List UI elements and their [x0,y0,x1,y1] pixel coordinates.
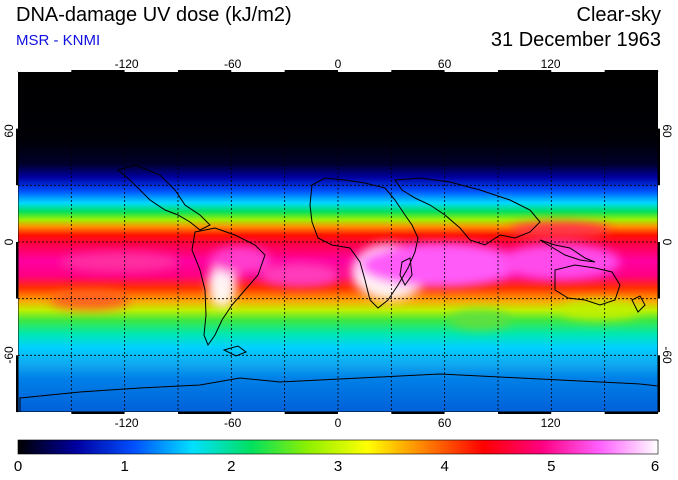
frame-tick [16,185,18,242]
lon-label: 60 [438,57,452,71]
lon-label: -60 [224,57,242,71]
frame-tick [284,412,338,414]
lon-label: 0 [335,57,342,71]
lat-label: 60 [2,124,16,138]
frame-tick [18,70,72,72]
frame-tick [551,70,605,72]
frame-tick [338,70,392,72]
frame-tick [658,242,660,299]
lon-label: 60 [438,416,452,430]
lon-label: 120 [541,57,561,71]
lat-labels-left: 60 0 -60 [2,124,16,364]
frame-tick [18,412,72,414]
colorbar-label: 5 [547,458,556,475]
frame-tick [658,72,660,129]
frame-tick [16,298,18,356]
frame-tick [231,412,285,414]
lat-label: -60 [2,346,16,364]
lon-label: -120 [115,57,139,71]
colorbar-label: 6 [650,458,660,475]
lon-label: -60 [224,416,242,430]
frame-tick [498,412,552,414]
colorbar-label: 0 [13,458,23,475]
frame-tick [16,355,18,412]
lon-label: 0 [335,416,342,430]
frame-tick [16,128,18,186]
lat-label: -60 [660,346,674,364]
source-label: MSR - KNMI [16,32,101,49]
frame-tick [658,355,660,412]
frame-ticks [16,70,660,414]
frame-tick [178,412,232,414]
lat-label: 0 [2,238,16,245]
colorbar-label: 1 [120,458,129,475]
frame-tick [124,412,178,414]
frame-tick [551,412,605,414]
lat-labels-right: 60 0 -60 [660,124,674,364]
frame-tick [444,412,498,414]
frame-tick [16,242,18,299]
colorbar-frame [17,439,659,455]
lon-label: -120 [115,416,139,430]
frame-tick [16,72,18,129]
colorbar-label: 4 [440,458,449,475]
lon-labels-top: -120 -60 0 60 120 [115,57,561,71]
colorbar-label: 2 [227,458,236,475]
colorbar-label: 3 [333,458,343,475]
frame-tick [124,70,178,72]
frame-tick [604,412,658,414]
frame-tick [498,70,552,72]
frame-tick [658,185,660,242]
frame-tick [71,70,125,72]
frame-tick [604,70,658,72]
lat-label: 60 [660,124,674,138]
frame-tick [338,412,392,414]
frame-tick [71,412,125,414]
lon-label: 120 [541,416,561,430]
coastlines [19,164,658,412]
frame-tick [391,70,445,72]
map-title: DNA-damage UV dose (kJ/m2) [16,4,292,26]
frame-tick [658,298,660,356]
map-date: 31 December 1963 [490,29,661,51]
frame-tick [444,70,498,72]
graticule [18,72,658,412]
frame-tick [231,70,285,72]
frame-tick [284,70,338,72]
frame-tick [658,128,660,186]
frame-tick [391,412,445,414]
lat-label: 0 [660,239,674,246]
colorbar [18,440,658,454]
lon-labels-bottom: -120 -60 0 60 120 [115,416,561,430]
frame-tick [178,70,232,72]
sky-condition: Clear-sky [576,4,661,26]
